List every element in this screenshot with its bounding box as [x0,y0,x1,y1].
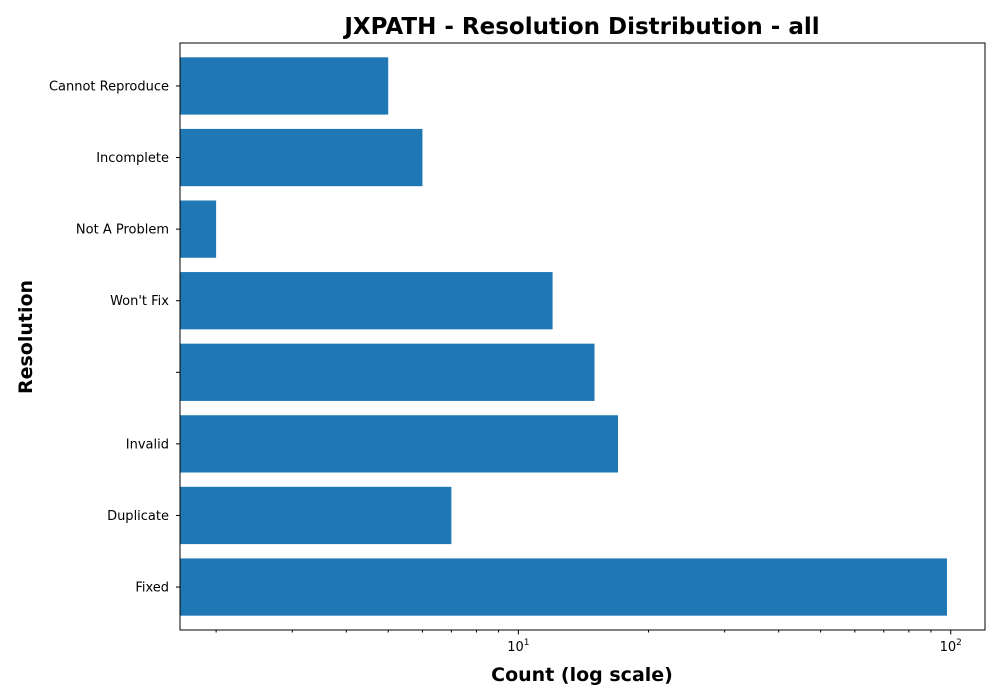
y-tick-label: Not A Problem [76,223,169,238]
y-axis-ticks: Fixed Duplicate Invalid Won't Fix Not A Prob… [49,79,180,596]
y-tick-label: Cannot Reproduce [49,79,169,94]
x-tick-label: 102 [940,638,962,655]
y-axis-label: Resolution [15,280,37,394]
bars-group [180,57,947,616]
y-tick-label: Duplicate [107,509,169,524]
bar [180,272,553,330]
y-tick-label: Won't Fix [110,294,169,309]
y-tick-label: Fixed [135,581,169,596]
plot-frame [179,42,986,631]
y-tick-label: Invalid [126,437,169,452]
y-tick-label: Incomplete [96,151,169,166]
chart-title: JXPATH - Resolution Distribution - all [342,14,819,40]
x-tick-label: 101 [507,638,529,655]
bar [180,486,452,545]
bar [180,415,619,473]
x-axis-label: Count (log scale) [491,664,673,686]
bar [180,558,947,616]
x-axis-ticks: 101 102 [215,630,962,655]
bar [180,128,423,187]
bar [180,57,389,115]
bar [180,200,217,258]
bar [180,343,595,401]
